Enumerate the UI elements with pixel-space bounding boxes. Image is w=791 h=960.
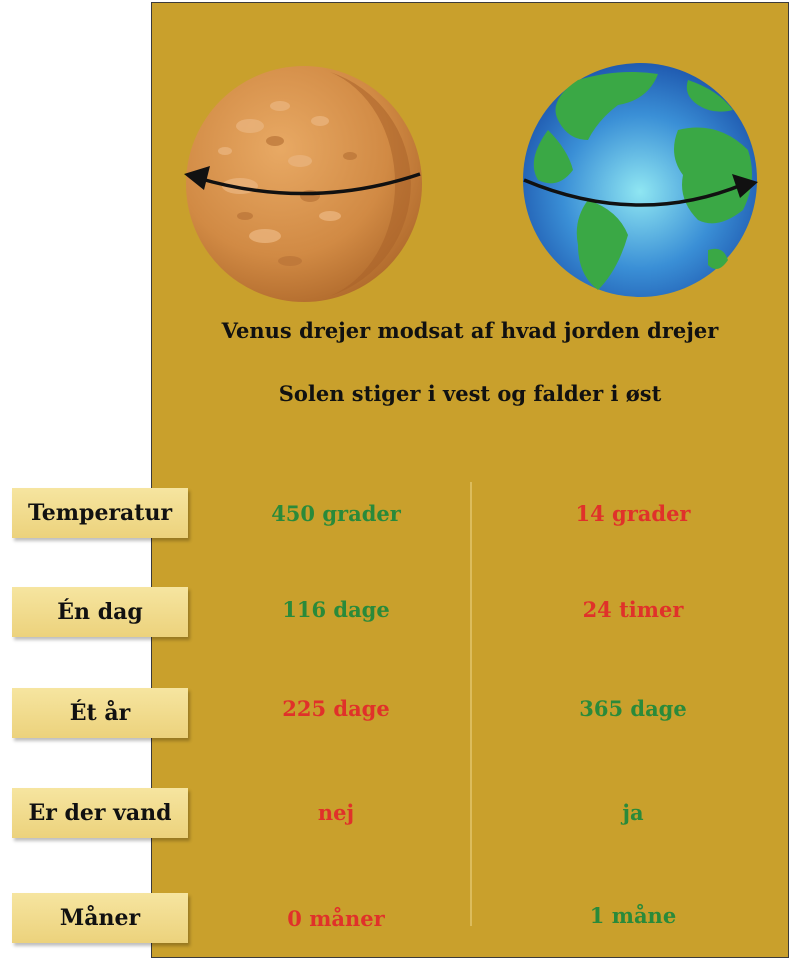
earth-temperature: 14 grader [575,501,691,526]
venus-year-length: 225 dage [282,696,390,721]
row-label-day: Én dag [12,587,188,637]
row-label-temperature: Temperatur [12,488,188,538]
venus-water: nej [317,800,355,825]
earth-water: ja [622,800,644,825]
venus-day-length: 116 dage [282,597,390,622]
column-divider [470,482,472,926]
row-label-moons: Måner [12,893,188,943]
row-label-water: Er der vand [12,788,188,838]
venus-moons: 0 måner [287,906,385,931]
rotation-arrow-icon [184,166,210,190]
earth-planet-icon [523,63,758,297]
earth-moons: 1 måne [589,903,677,928]
row-label-year: Ét år [12,688,188,738]
sunrise-headline: Solen stiger i vest og falder i øst [278,381,662,406]
earth-day-length: 24 timer [582,597,684,622]
rotation-headline: Venus drejer modsat af hvad jorden dreje… [221,318,719,343]
rotation-arrow-icon [732,174,758,198]
earth-year-length: 365 dage [579,696,687,721]
venus-planet-icon [184,66,422,302]
venus-temperature: 450 grader [271,501,401,526]
